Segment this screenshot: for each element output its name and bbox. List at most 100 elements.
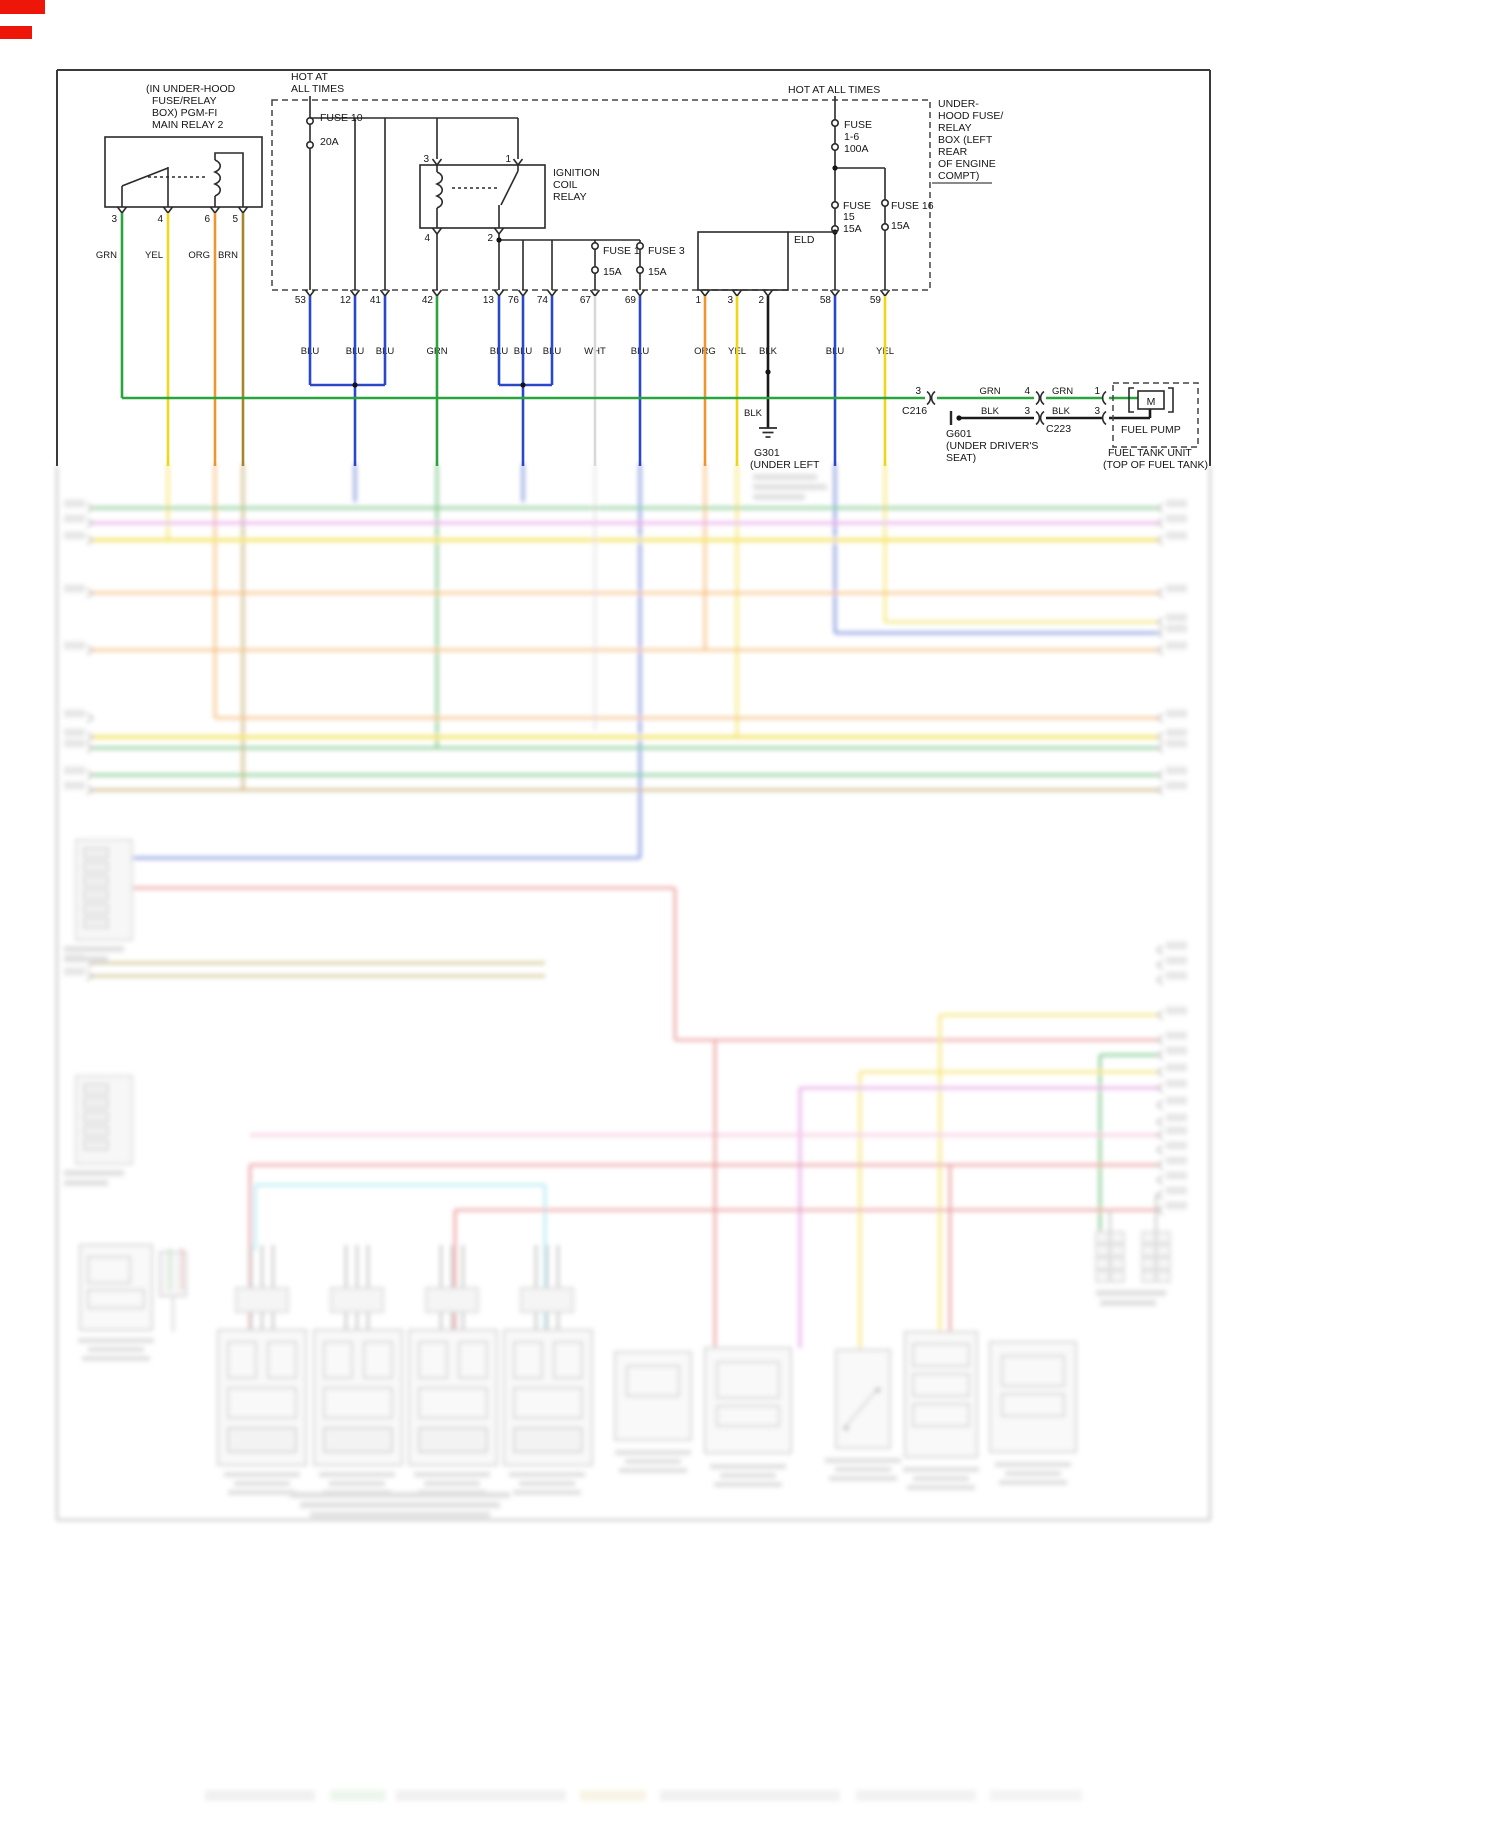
wire-grn-run	[1098, 1053, 1160, 1232]
eld-unit: ELD	[697, 231, 815, 291]
fuse-rating: 15A	[603, 266, 622, 278]
blurred-text-smudge	[753, 474, 827, 500]
fuse-label: FUSE 10	[320, 112, 363, 124]
right-connector-grids	[1095, 1195, 1171, 1306]
ignition-coil-relay: 3 1 4 2 IGNITION COIL RELAY	[419, 154, 600, 244]
component-block	[614, 1331, 1077, 1458]
main-relay-title: MAIN RELAY 2	[152, 119, 224, 131]
pin-number: 12	[340, 295, 352, 306]
fusebox-label-line: HOOD FUSE/	[938, 110, 1003, 122]
connector-c216-label: C216	[902, 405, 927, 417]
ground-name: G601	[946, 428, 972, 440]
wire-yel-run	[938, 1013, 1160, 1332]
relay-contact-icon	[121, 167, 205, 207]
wire-color-label: BLK	[744, 408, 763, 419]
blurred-caption	[290, 1492, 510, 1518]
ground-g601: G601 (UNDER DRIVER'S SEAT)	[946, 411, 1038, 464]
ground-name: G301	[754, 447, 780, 459]
wire-blu-splice-2	[497, 296, 554, 466]
pin-number: 13	[483, 295, 495, 306]
scan-artifact-marks	[0, 0, 45, 39]
top-schematic: HOT AT ALL TIMES HOT AT ALL TIMES (IN UN…	[96, 71, 1208, 471]
connector-pin: 3	[1094, 406, 1100, 417]
fuse-15: FUSE 15 15A	[830, 200, 871, 235]
connector-pin: 1	[1094, 386, 1100, 397]
fuse-label: 1-6	[844, 131, 859, 143]
wire-color-label: GRN	[1052, 386, 1073, 397]
fuse-rating: 20A	[320, 136, 339, 148]
relay-pin-label: 1	[505, 154, 511, 165]
ignition-relay-title: COIL	[553, 179, 578, 191]
relay-pin-label: 4	[424, 233, 430, 244]
power-labels: HOT AT ALL TIMES HOT AT ALL TIMES	[291, 71, 880, 96]
pin-number: 1	[695, 295, 701, 306]
ground-location: (UNDER DRIVER'S	[946, 440, 1038, 452]
relay-pin-label: 3	[111, 214, 117, 225]
relay-pin-label: 6	[204, 214, 210, 225]
wire-color-label: BRN	[218, 250, 238, 261]
eld-box	[697, 231, 789, 291]
wire-olive-run	[90, 961, 545, 978]
relay-pin-label: 2	[487, 233, 493, 244]
ignition-relay-title: IGNITION	[553, 167, 600, 179]
underhood-fusebox-outline	[271, 99, 931, 291]
hot-at-all-times-left: HOT AT	[291, 71, 329, 83]
left-connector-box-a	[64, 839, 133, 962]
fuse-rating: 100A	[844, 143, 869, 155]
pin-number: 53	[295, 295, 307, 306]
pin-number: 69	[625, 295, 637, 306]
pin-number: 67	[580, 295, 592, 306]
fuel-tank-unit-label: FUEL TANK UNIT	[1108, 447, 1192, 459]
fuse-label: FUSE 16	[891, 200, 934, 212]
fuse-label: FUSE 3	[648, 245, 685, 257]
ground-icon	[758, 427, 778, 438]
main-relay-title: (IN UNDER-HOOD	[146, 83, 236, 95]
ground-location: SEAT)	[946, 452, 976, 464]
fuse-rating: 15A	[891, 220, 910, 232]
ignition-relay-coil-icon	[434, 165, 444, 228]
ignition-relay-contact-icon	[452, 165, 519, 228]
fusebox-internal-wiring	[309, 96, 886, 290]
wire-color-label: BLK	[1052, 406, 1071, 417]
hot-at-all-times-right: HOT AT ALL TIMES	[788, 84, 880, 96]
connector-pin: 4	[1024, 386, 1030, 397]
pin-number: 76	[508, 295, 520, 306]
pgm-fi-main-relay-2: (IN UNDER-HOOD FUSE/RELAY BOX) PGM-FI MA…	[96, 83, 263, 261]
wire-blk-fuel-pump	[960, 409, 1152, 420]
component-row	[217, 1329, 593, 1518]
right-edge-pins	[1156, 498, 1188, 1216]
fuse-1-6: FUSE 1-6 100A	[830, 119, 872, 155]
fuse-label: FUSE	[843, 200, 871, 212]
harness-runs	[90, 506, 1160, 1350]
wire-red-run	[132, 886, 1160, 1042]
fuel-pump-label: FUEL PUMP	[1121, 424, 1181, 436]
wire-cyan-run	[253, 1183, 547, 1330]
component-block	[79, 1244, 187, 1332]
bottom-scan-bar	[205, 1790, 1082, 1801]
wire-color-label: BLK	[981, 406, 1000, 417]
fusebox-label-line: REAR	[938, 146, 968, 158]
connector-pin: 3	[915, 386, 921, 397]
pin-number: 58	[820, 295, 832, 306]
colored-wires-top	[120, 213, 1152, 466]
lower-blurred-section	[56, 464, 1211, 1801]
pin-number: 3	[727, 295, 733, 306]
fuse-label: 15	[843, 211, 855, 223]
ground-location: (UNDER LEFT	[750, 459, 820, 471]
pin-number: 2	[758, 295, 764, 306]
wire-magenta-run	[798, 1086, 1160, 1348]
pin-number: 59	[870, 295, 882, 306]
fuel-tank-unit-label: (TOP OF FUEL TANK)	[1103, 459, 1208, 471]
motor-icon: M	[1128, 387, 1174, 413]
fuel-pump-unit: M FUEL PUMP FUEL TANK UNIT (TOP OF FUEL …	[1103, 382, 1208, 471]
fuse-label: FUSE 1	[603, 245, 640, 257]
main-relay-title: BOX) PGM-FI	[152, 107, 217, 119]
fuse-3: FUSE 3 15A	[635, 242, 685, 278]
left-connector-box-b	[64, 1075, 133, 1186]
connector-pin: 3	[1024, 406, 1030, 417]
ignition-relay-title: RELAY	[553, 191, 587, 203]
harness-bundles	[235, 1243, 574, 1332]
fuel-tank-unit-outline	[1112, 382, 1199, 448]
fuse-16: FUSE 16 15A	[880, 199, 934, 232]
